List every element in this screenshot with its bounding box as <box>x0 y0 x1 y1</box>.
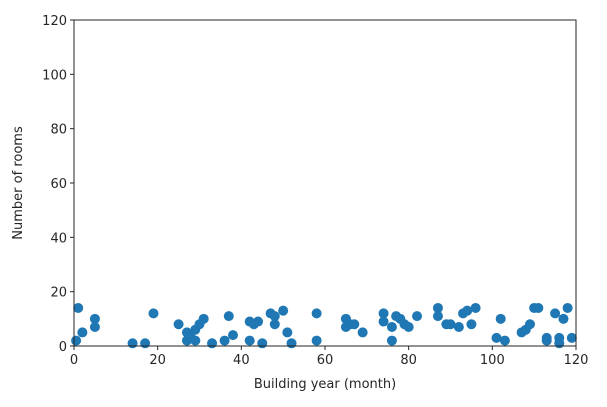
plot-area <box>71 302 577 349</box>
x-tick-label: 80 <box>400 353 417 368</box>
y-tick-label: 40 <box>50 231 67 246</box>
scatter-point <box>470 302 481 313</box>
scatter-point <box>77 327 88 338</box>
y-tick-label: 0 <box>59 340 67 355</box>
scatter-point <box>219 335 230 346</box>
scatter-point <box>127 338 138 349</box>
scatter-point <box>282 327 293 338</box>
scatter-point <box>524 319 535 330</box>
scatter-point <box>148 308 159 319</box>
x-tick-label: 20 <box>149 353 166 368</box>
y-tick-label: 80 <box>50 123 67 138</box>
scatter-point <box>554 338 565 349</box>
scatter-point <box>311 308 322 319</box>
x-axis-label: Building year (month) <box>254 377 396 392</box>
scatter-point <box>73 302 84 313</box>
scatter-point <box>495 313 506 324</box>
scatter-point <box>227 330 238 341</box>
scatter-point <box>286 338 297 349</box>
x-tick-label: 40 <box>233 353 250 368</box>
x-tick-label: 0 <box>70 353 78 368</box>
scatter-point <box>253 316 264 327</box>
scatter-point <box>278 305 289 316</box>
scatter-point <box>357 327 368 338</box>
scatter-point <box>257 338 268 349</box>
scatter-point <box>386 321 397 332</box>
axis-ticks: 0 20 40 60 80 100 120 0 20 40 60 80 100 120 <box>42 14 588 368</box>
scatter-point <box>207 338 218 349</box>
scatter-point <box>466 319 477 330</box>
scatter-point <box>89 313 100 324</box>
x-tick-label: 100 <box>480 353 505 368</box>
y-tick-label: 60 <box>50 177 67 192</box>
scatter-point <box>378 316 389 327</box>
scatter-point <box>311 335 322 346</box>
scatter-point <box>173 319 184 330</box>
scatter-point <box>378 308 389 319</box>
y-tick-label: 20 <box>50 286 67 301</box>
scatter-point <box>403 321 414 332</box>
scatter-point <box>269 311 280 322</box>
scatter-point <box>453 321 464 332</box>
scatter-point <box>445 319 456 330</box>
scatter-point <box>190 335 201 346</box>
scatter-point <box>412 311 423 322</box>
y-tick-label: 100 <box>42 68 67 83</box>
x-tick-label: 120 <box>564 353 589 368</box>
scatter-point <box>244 335 255 346</box>
scatter-point <box>558 313 569 324</box>
scatter-point <box>223 311 234 322</box>
scatter-point <box>566 332 577 343</box>
scatter-point <box>269 319 280 330</box>
scatter-point <box>432 302 443 313</box>
scatter-point <box>349 319 360 330</box>
y-axis-label: Number of rooms <box>11 126 26 240</box>
scatter-point <box>550 308 561 319</box>
scatter-point <box>71 335 82 346</box>
scatter-point <box>491 332 502 343</box>
scatter-point <box>541 335 552 346</box>
scatter-point <box>533 302 544 313</box>
scatter-point <box>462 305 473 316</box>
scatter-point <box>499 335 510 346</box>
plot-frame <box>73 19 577 347</box>
scatter-point <box>140 338 151 349</box>
scatter-point <box>432 311 443 322</box>
scatter-point <box>198 313 209 324</box>
x-tick-label: 60 <box>317 353 334 368</box>
scatter-point <box>386 335 397 346</box>
scatter-point <box>89 321 100 332</box>
y-tick-label: 120 <box>42 14 67 29</box>
scatter-point <box>562 302 573 313</box>
